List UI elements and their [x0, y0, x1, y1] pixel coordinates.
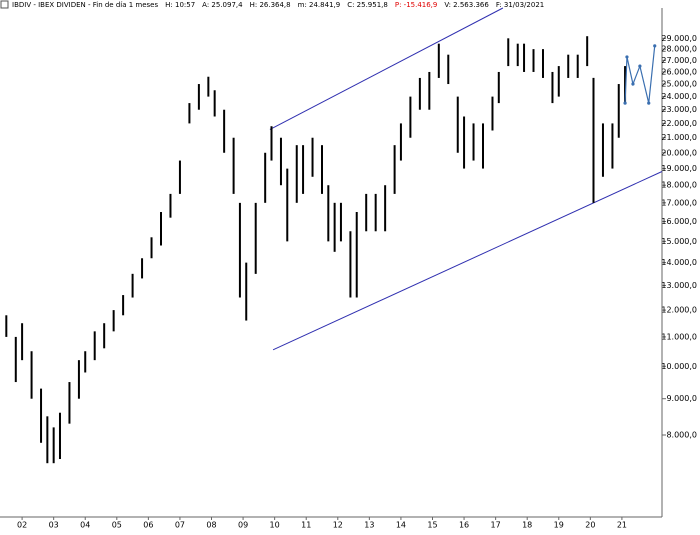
header-item: A: 25.097,4: [202, 1, 243, 9]
header-item: H: 10:57: [165, 1, 195, 9]
projection-point: [631, 82, 635, 86]
y-tick-label: 17.000,0: [661, 198, 697, 207]
x-tick-label: 18: [522, 521, 532, 530]
y-tick-label: 27.000,0: [661, 56, 697, 65]
x-tick-label: 06: [143, 521, 153, 530]
y-tick-label: 18.000,0: [661, 181, 697, 190]
header-item: C: 25.951,8: [347, 1, 388, 9]
x-tick-label: 05: [112, 521, 122, 530]
y-tick-label: 11.000,0: [661, 332, 697, 341]
projection-point: [647, 101, 651, 105]
x-tick-label: 07: [175, 521, 185, 530]
y-tick-label: 23.000,0: [661, 105, 697, 114]
y-tick-label: 16.000,0: [661, 217, 697, 226]
x-tick-label: 08: [206, 521, 216, 530]
y-tick-label: 29.000,0: [661, 34, 697, 43]
x-tick-label: 13: [364, 521, 374, 530]
projection-line: [624, 45, 656, 104]
projection-point: [653, 44, 657, 48]
x-tick-label: 15: [427, 521, 437, 530]
header-item: F: 31/03/2021: [496, 1, 544, 9]
channel-line: [272, 171, 663, 351]
x-tick-label: 14: [396, 521, 406, 530]
x-tick-label: 03: [49, 521, 59, 530]
y-tick-label: 19.000,0: [661, 164, 697, 173]
x-tick-label: 19: [554, 521, 564, 530]
y-tick-label: 14.000,0: [661, 258, 697, 267]
y-tick-label: 21.000,0: [661, 133, 697, 142]
x-tick-label: 04: [80, 521, 90, 530]
header: IBDIV - IBEX DIVIDEN - Fin de día 1 mese…: [12, 1, 544, 9]
header-item: H: 26.364,8: [250, 1, 291, 9]
y-tick-label: 22.000,0: [661, 119, 697, 128]
y-tick-label: 28.000,0: [661, 45, 697, 54]
x-tick-label: 11: [301, 521, 311, 530]
menu-icon[interactable]: [0, 0, 9, 9]
x-tick-label: 10: [270, 521, 280, 530]
y-tick-label: 9.000,0: [666, 394, 697, 403]
x-tick-label: 21: [617, 521, 627, 530]
projection-point: [623, 101, 627, 105]
y-tick-label: 26.000,0: [661, 67, 697, 76]
x-tick-label: 12: [333, 521, 343, 530]
y-tick-label: 25.000,0: [661, 80, 697, 89]
header-item: m: 24.841,9: [298, 1, 341, 9]
y-tick-label: 13.000,0: [661, 281, 697, 290]
projection-point: [625, 55, 629, 59]
x-tick-label: 16: [459, 521, 469, 530]
header-item: IBDIV - IBEX DIVIDEN - Fin de día 1 mese…: [12, 1, 158, 9]
y-tick-label: 12.000,0: [661, 306, 697, 315]
x-tick-label: 09: [238, 521, 248, 530]
y-tick-label: 24.000,0: [661, 92, 697, 101]
y-tick-label: 15.000,0: [661, 237, 697, 246]
y-tick-label: 10.000,0: [661, 362, 697, 371]
x-tick-label: 17: [491, 521, 501, 530]
channel-line: [269, 7, 504, 130]
x-tick-label: 20: [585, 521, 595, 530]
y-tick-label: 8.000,0: [666, 430, 697, 439]
header-item: V: 2.563.366: [444, 1, 489, 9]
y-tick-label: 20.000,0: [661, 148, 697, 157]
projection-point: [638, 64, 642, 68]
header-item: P: -15.416,9: [395, 1, 438, 9]
x-tick-label: 02: [17, 521, 27, 530]
